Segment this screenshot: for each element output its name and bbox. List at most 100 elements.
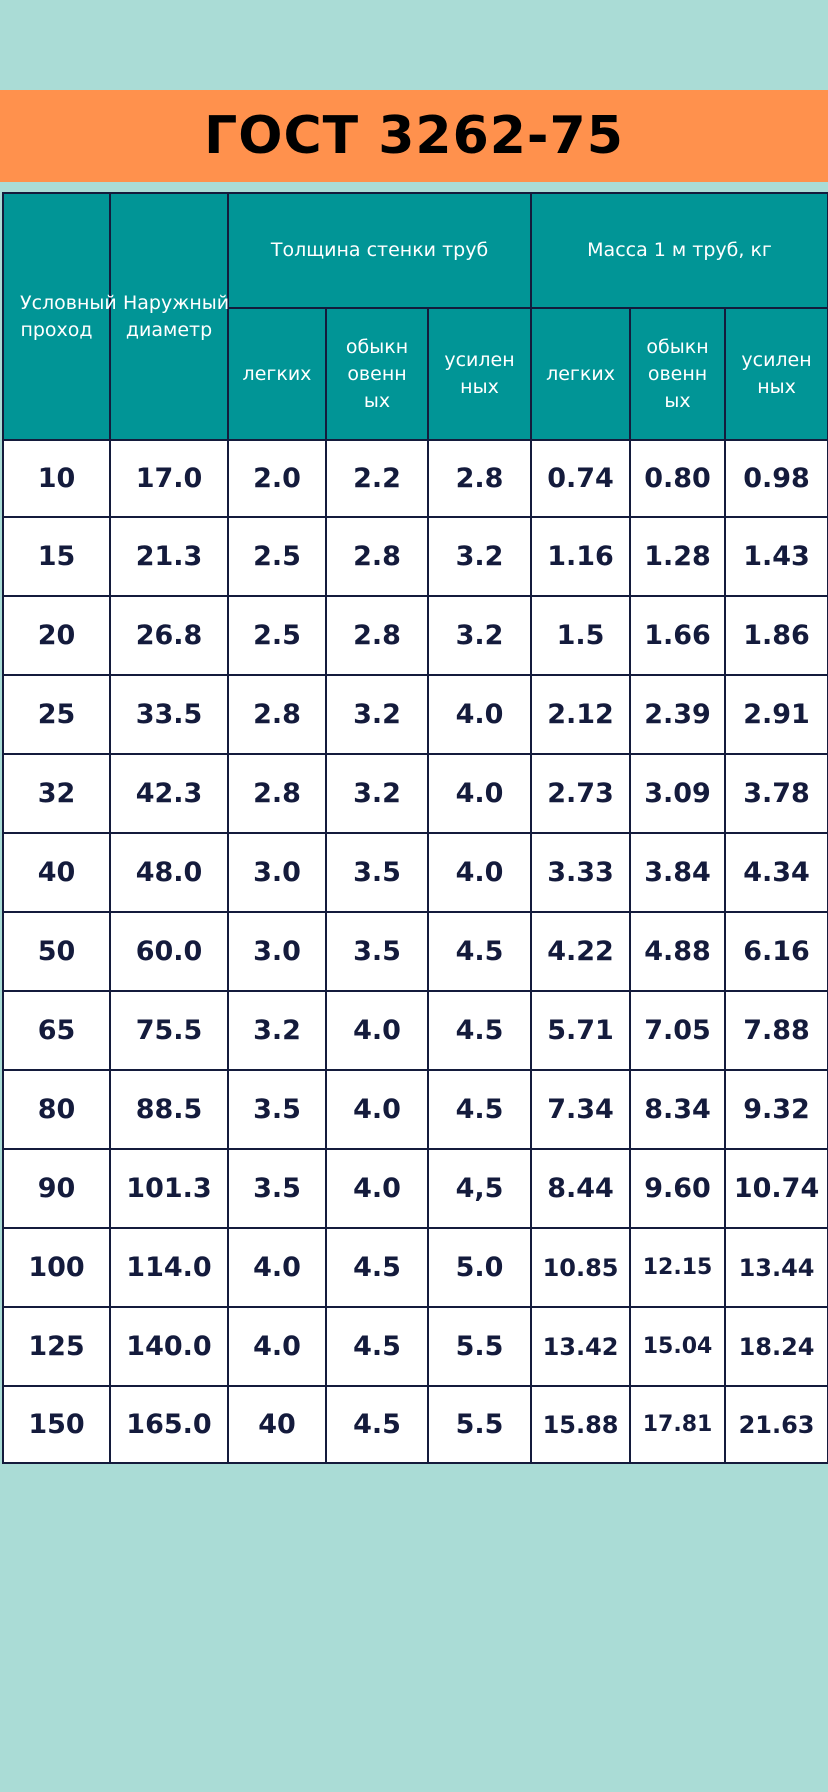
cell-mass-light: 15.88 <box>530 1385 632 1464</box>
table-body: 10 17.0 2.0 2.2 2.8 0.74 0.80 0.98 15 21.3 2.5 2.8 3… <box>2 439 828 1464</box>
gost-table: Условный проход Наружный диаметр Толщина… <box>2 192 828 1464</box>
cell-mass-reinforced: 7.88 <box>724 990 828 1071</box>
cell-mass-light: 5.71 <box>530 990 632 1071</box>
cell-thickness-reinforced: 4,5 <box>426 1148 533 1229</box>
cell-mass-ordinary: 2.39 <box>629 674 727 755</box>
cell-thickness-reinforced: 4.5 <box>426 911 533 992</box>
cell-mass-ordinary: 15.04 <box>629 1306 727 1387</box>
cell-mass-reinforced: 2.91 <box>724 674 828 755</box>
cell-nominal-bore: 40 <box>2 832 111 913</box>
cell-outer-diameter: 140.0 <box>109 1306 229 1387</box>
cell-thickness-light: 2.0 <box>227 439 327 518</box>
cell-nominal-bore: 15 <box>2 516 111 597</box>
cell-mass-light: 10.85 <box>530 1227 632 1308</box>
cell-mass-ordinary: 3.09 <box>629 753 727 834</box>
cell-thickness-light: 4.0 <box>227 1306 327 1387</box>
cell-mass-reinforced: 0.98 <box>724 439 828 518</box>
header-wall-thickness: Толщина стенки труб <box>226 192 533 309</box>
cell-thickness-ordinary: 2.8 <box>325 516 429 597</box>
cell-mass-ordinary: 0.80 <box>629 439 727 518</box>
cell-nominal-bore: 32 <box>2 753 111 834</box>
cell-outer-diameter: 48.0 <box>109 832 229 913</box>
table-row: 65 75.5 3.2 4.0 4.5 5.71 7.05 7.88 <box>2 990 828 1071</box>
title-banner: ГОСТ 3262-75 <box>0 90 828 182</box>
cell-thickness-ordinary: 3.5 <box>325 832 429 913</box>
cell-nominal-bore: 20 <box>2 595 111 676</box>
page-title: ГОСТ 3262-75 <box>204 106 624 166</box>
table-row: 10 17.0 2.0 2.2 2.8 0.74 0.80 0.98 <box>2 439 828 518</box>
cell-thickness-ordinary: 3.5 <box>325 911 429 992</box>
cell-thickness-light: 3.0 <box>227 832 327 913</box>
cell-mass-reinforced: 18.24 <box>724 1306 828 1387</box>
cell-thickness-light: 2.8 <box>227 753 327 834</box>
cell-thickness-ordinary: 4.5 <box>325 1227 429 1308</box>
cell-thickness-light: 4.0 <box>227 1227 327 1308</box>
cell-mass-light: 13.42 <box>530 1306 632 1387</box>
cell-outer-diameter: 101.3 <box>109 1148 229 1229</box>
cell-outer-diameter: 165.0 <box>109 1385 229 1464</box>
cell-thickness-ordinary: 4.0 <box>325 990 429 1071</box>
header-mass-light: легких <box>530 307 632 441</box>
cell-thickness-ordinary: 3.2 <box>325 674 429 755</box>
cell-nominal-bore: 65 <box>2 990 111 1071</box>
cell-thickness-reinforced: 5.5 <box>426 1385 533 1464</box>
table-row: 80 88.5 3.5 4.0 4.5 7.34 8.34 9.32 <box>2 1069 828 1150</box>
table-row: 90 101.3 3.5 4.0 4,5 8.44 9.60 10.74 <box>2 1148 828 1229</box>
cell-outer-diameter: 42.3 <box>109 753 229 834</box>
header-thickness-light: легких <box>227 307 327 441</box>
cell-outer-diameter: 33.5 <box>109 674 229 755</box>
table-row: 15 21.3 2.5 2.8 3.2 1.16 1.28 1.43 <box>2 516 828 597</box>
cell-thickness-ordinary: 4.5 <box>325 1385 429 1464</box>
cell-mass-ordinary: 9.60 <box>629 1148 727 1229</box>
cell-thickness-reinforced: 4.0 <box>426 674 533 755</box>
table-row: 50 60.0 3.0 3.5 4.5 4.22 4.88 6.16 <box>2 911 828 992</box>
cell-nominal-bore: 50 <box>2 911 111 992</box>
cell-nominal-bore: 125 <box>2 1306 111 1387</box>
cell-mass-ordinary: 8.34 <box>629 1069 727 1150</box>
cell-mass-light: 1.5 <box>530 595 632 676</box>
cell-thickness-light: 3.5 <box>227 1148 327 1229</box>
table-row: 25 33.5 2.8 3.2 4.0 2.12 2.39 2.91 <box>2 674 828 755</box>
header-thickness-reinforced: усиленных <box>426 307 533 441</box>
header-mass: Масса 1 м труб, кг <box>530 192 828 309</box>
cell-mass-ordinary: 12.15 <box>629 1227 727 1308</box>
cell-mass-reinforced: 3.78 <box>724 753 828 834</box>
cell-nominal-bore: 100 <box>2 1227 111 1308</box>
cell-mass-ordinary: 3.84 <box>629 832 727 913</box>
table-row: 150 165.0 40 4.5 5.5 15.88 17.81 21.63 <box>2 1385 828 1464</box>
cell-thickness-light: 2.5 <box>227 595 327 676</box>
cell-nominal-bore: 150 <box>2 1385 111 1464</box>
cell-mass-light: 8.44 <box>530 1148 632 1229</box>
cell-mass-light: 0.74 <box>530 439 632 518</box>
header-thickness-ordinary: обыкновенных <box>325 307 429 441</box>
cell-thickness-light: 2.5 <box>227 516 327 597</box>
cell-nominal-bore: 25 <box>2 674 111 755</box>
cell-mass-reinforced: 1.43 <box>724 516 828 597</box>
cell-mass-ordinary: 1.66 <box>629 595 727 676</box>
header-nominal-bore: Условный проход <box>2 192 117 441</box>
cell-thickness-reinforced: 4.5 <box>426 990 533 1071</box>
cell-thickness-reinforced: 2.8 <box>426 439 533 518</box>
header-mass-ordinary: обыкновенных <box>629 307 727 441</box>
cell-thickness-ordinary: 3.2 <box>325 753 429 834</box>
cell-thickness-light: 3.0 <box>227 911 327 992</box>
table-row: 20 26.8 2.5 2.8 3.2 1.5 1.66 1.86 <box>2 595 828 676</box>
header-mass-reinforced: усиленных <box>724 307 828 441</box>
cell-outer-diameter: 17.0 <box>109 439 229 518</box>
cell-thickness-light: 40 <box>227 1385 327 1464</box>
cell-mass-reinforced: 6.16 <box>724 911 828 992</box>
cell-mass-reinforced: 1.86 <box>724 595 828 676</box>
cell-thickness-light: 2.8 <box>227 674 327 755</box>
cell-mass-light: 2.12 <box>530 674 632 755</box>
cell-outer-diameter: 21.3 <box>109 516 229 597</box>
cell-thickness-reinforced: 5.5 <box>426 1306 533 1387</box>
table-row: 32 42.3 2.8 3.2 4.0 2.73 3.09 3.78 <box>2 753 828 834</box>
cell-thickness-ordinary: 2.8 <box>325 595 429 676</box>
cell-mass-reinforced: 10.74 <box>724 1148 828 1229</box>
cell-mass-reinforced: 9.32 <box>724 1069 828 1150</box>
cell-mass-reinforced: 4.34 <box>724 832 828 913</box>
cell-thickness-reinforced: 4.0 <box>426 753 533 834</box>
cell-thickness-light: 3.5 <box>227 1069 327 1150</box>
table-row: 100 114.0 4.0 4.5 5.0 10.85 12.15 13.44 <box>2 1227 828 1308</box>
cell-outer-diameter: 114.0 <box>109 1227 229 1308</box>
